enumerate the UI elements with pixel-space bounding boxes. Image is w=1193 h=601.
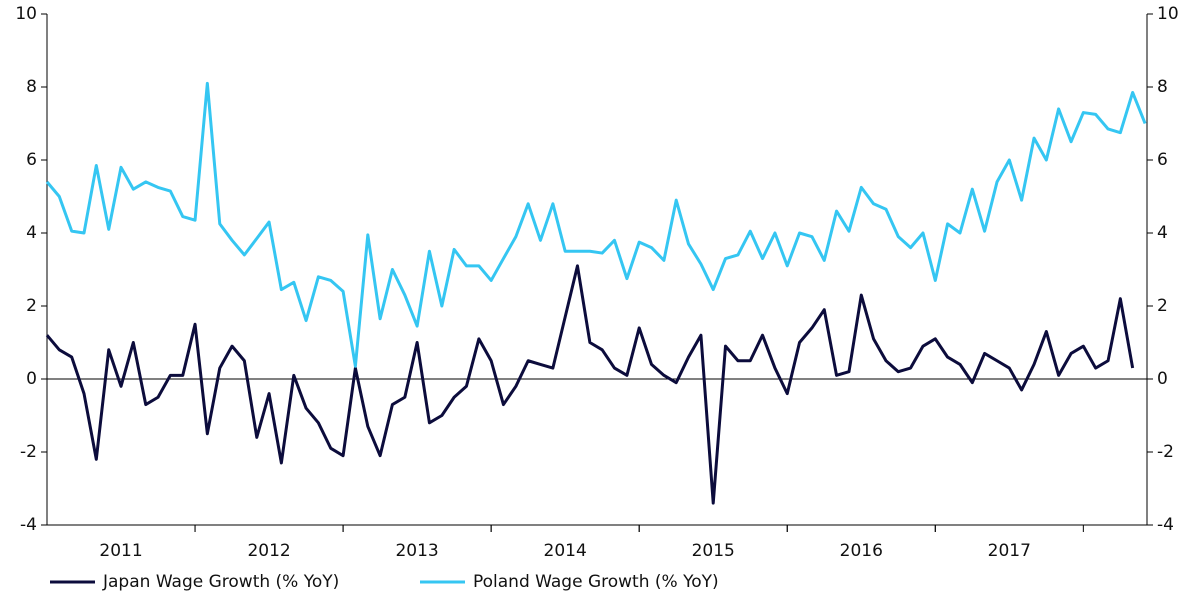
y-tick-label: 10 — [15, 4, 37, 24]
y2-tick-label: 0 — [1157, 369, 1168, 389]
y-tick-label: 2 — [26, 296, 37, 316]
y2-tick-label: 2 — [1157, 296, 1168, 316]
y-tick-label: 6 — [26, 150, 37, 170]
y2-tick-label: 8 — [1157, 77, 1168, 97]
y-tick-label: 0 — [26, 369, 37, 389]
line-series — [45, 81, 1147, 368]
y2-tick-label: 10 — [1157, 4, 1179, 24]
y-tick-label: 8 — [26, 77, 37, 97]
legend-label: Japan Wage Growth (% YoY) — [102, 572, 339, 592]
x-tick-label: 2015 — [692, 541, 735, 561]
y2-tick-label: -4 — [1157, 515, 1174, 535]
y-tick-label: -4 — [20, 515, 37, 535]
y2-tick-label: 4 — [1157, 223, 1168, 243]
x-tick-label: 2011 — [99, 541, 142, 561]
x-tick-label: 2012 — [247, 541, 290, 561]
y2-tick-label: -2 — [1157, 442, 1174, 462]
y-tick-label: 4 — [26, 223, 37, 243]
x-tick-label: 2014 — [544, 541, 587, 561]
x-tick-label: 2016 — [840, 541, 883, 561]
line-series — [45, 264, 1135, 505]
legend-label: Poland Wage Growth (% YoY) — [473, 572, 719, 592]
y2-tick-label: 6 — [1157, 150, 1168, 170]
x-tick-label: 2013 — [395, 541, 438, 561]
x-tick-label: 2017 — [988, 541, 1031, 561]
y-tick-label: -2 — [20, 442, 37, 462]
